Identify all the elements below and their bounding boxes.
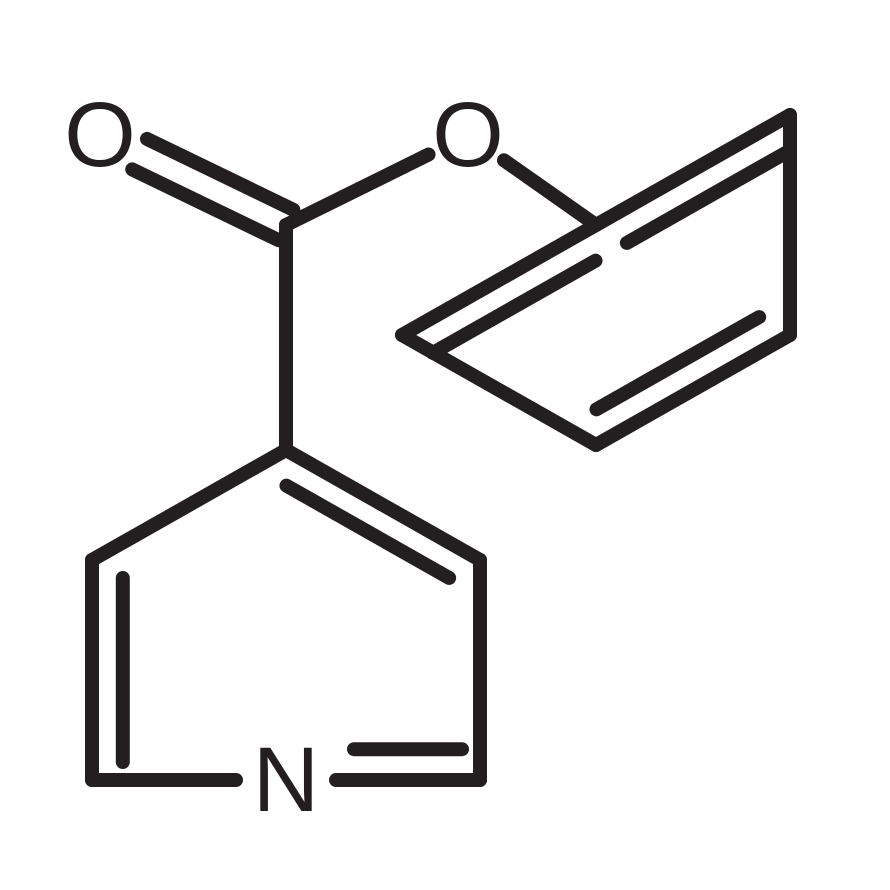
atom-label-o: O <box>432 84 504 186</box>
atom-label-n: N <box>253 729 319 831</box>
atom-label-o: O <box>64 84 136 186</box>
chemical-structure-diagram: O O N <box>0 0 890 890</box>
